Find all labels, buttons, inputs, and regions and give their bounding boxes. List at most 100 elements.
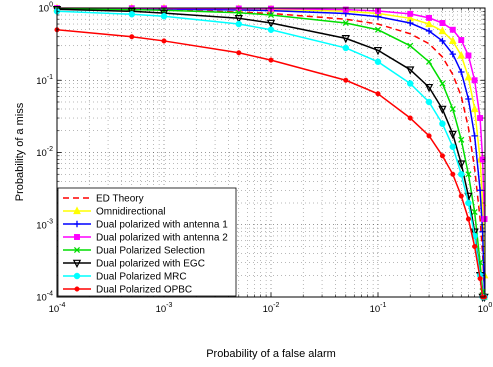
- data-point-dual-polarized-opbc: [407, 115, 413, 121]
- legend-marker-dual-polarized-opbc: [74, 286, 80, 292]
- data-point-omnidirectional: [425, 19, 433, 28]
- data-point-dual-polarized-opbc: [426, 133, 432, 139]
- legend-marker-dual-polarized-with-egc: [72, 259, 82, 269]
- x-tick-label: 10-4: [49, 302, 66, 315]
- data-point-dual-polarized-mrc: [465, 199, 472, 207]
- data-point-dual-polarized-mrc: [235, 20, 243, 28]
- data-point-dual-polarized-with-egc: [406, 66, 415, 75]
- data-point-dual-polarized-opbc: [450, 171, 456, 177]
- data-point-omnidirectional: [438, 26, 447, 35]
- legend-marker-dual-polarized-with-antenna-1: [73, 220, 81, 228]
- data-point-dual-polarized-with-antenna-2: [439, 20, 446, 26]
- data-point-dual-polarized-opbc: [236, 50, 242, 56]
- data-point-dual-polarized-with-egc: [266, 19, 276, 29]
- data-point-dual-polarized-with-egc: [470, 228, 479, 237]
- x-axis-label: Probability of a false alarm: [206, 348, 336, 360]
- legend-label-dual-polarized-selection: Dual Polarized Selection: [96, 246, 205, 257]
- y-tick-label: 10-3: [36, 218, 53, 231]
- data-point-dual-polarized-selection: [439, 80, 446, 87]
- data-point-omnidirectional: [448, 36, 457, 45]
- y-tick-label: 10-2: [36, 146, 53, 159]
- data-point-dual-polarized-opbc: [472, 243, 478, 250]
- data-point-omnidirectional: [470, 104, 479, 113]
- legend-label-dual-polarized-opbc: Dual Polarized OPBC: [96, 285, 192, 296]
- data-point-dual-polarized-selection: [235, 9, 242, 16]
- data-point-dual-polarized-mrc: [449, 143, 457, 151]
- legend: ED Theory Omnidirectional Dual polarized w…: [57, 187, 237, 297]
- data-point-dual-polarized-opbc: [129, 34, 135, 40]
- data-point-dual-polarized-with-antenna-1: [425, 27, 433, 35]
- data-point-dual-polarized-with-antenna-1: [471, 132, 478, 140]
- data-point-dual-polarized-with-egc: [341, 35, 350, 44]
- legend-marker-dual-polarized-selection: [73, 246, 81, 254]
- legend-label-dual-polarized-with-antenna-2: Dual polarized with antenna 2: [96, 233, 228, 244]
- data-point-dual-polarized-mrc: [425, 98, 433, 106]
- legend-item-ed-theory: ED Theory: [63, 194, 144, 205]
- legend-item-dual-polarized-opbc: Dual Polarized OPBC: [63, 285, 192, 296]
- data-point-dual-polarized-selection: [465, 171, 472, 178]
- data-point-dual-polarized-with-antenna-1: [439, 37, 446, 45]
- data-point-dual-polarized-selection: [425, 58, 433, 65]
- data-point-dual-polarized-with-egc: [373, 46, 383, 56]
- legend-item-dual-polarized-with-antenna-2: Dual polarized with antenna 2: [63, 233, 228, 244]
- data-point-dual-polarized-with-antenna-1: [374, 13, 382, 20]
- legend-item-dual-polarized-with-antenna-1: Dual polarized with antenna 1: [63, 220, 228, 231]
- data-point-dual-polarized-with-antenna-2: [471, 77, 478, 84]
- data-point-dual-polarized-opbc: [268, 57, 274, 63]
- x-tick-label: 100: [478, 302, 493, 315]
- legend-label-dual-polarized-with-egc: Dual polarized with EGC: [96, 259, 205, 270]
- data-point-dual-polarized-opbc: [375, 91, 381, 97]
- data-point-dual-polarized-opbc: [458, 193, 464, 199]
- data-point-dual-polarized-with-antenna-2: [426, 14, 433, 21]
- data-point-dual-polarized-with-egc: [448, 130, 457, 140]
- data-point-dual-polarized-mrc: [458, 170, 465, 178]
- data-point-dual-polarized-selection: [374, 26, 382, 33]
- data-point-dual-polarized-mrc: [160, 12, 168, 20]
- data-point-dual-polarized-with-antenna-2: [458, 37, 465, 44]
- y-tick-label: 10-4: [36, 291, 53, 304]
- data-point-dual-polarized-selection: [471, 208, 478, 216]
- legend-item-omnidirectional: Omnidirectional: [63, 206, 165, 218]
- legend-marker-dual-polarized-with-antenna-2: [74, 234, 80, 240]
- legend-box: [57, 187, 237, 297]
- legend-label-ed-theory: ED Theory: [96, 194, 144, 205]
- data-point-dual-polarized-with-antenna-2: [477, 115, 484, 121]
- data-point-dual-polarized-with-antenna-2: [465, 52, 472, 59]
- data-point-dual-polarized-opbc: [439, 153, 445, 159]
- legend-item-dual-polarized-with-egc: Dual polarized with EGC: [63, 259, 205, 270]
- data-point-dual-polarized-with-antenna-1: [449, 50, 456, 58]
- data-point-dual-polarized-mrc: [128, 10, 136, 18]
- legend-marker-omnidirectional: [73, 206, 81, 215]
- y-tick-label: 10-1: [36, 74, 53, 87]
- y-axis-label: Probability of a miss: [14, 102, 26, 201]
- data-point-omnidirectional: [457, 50, 466, 59]
- data-point-dual-polarized-opbc: [465, 216, 471, 222]
- data-point-dual-polarized-with-antenna-2: [407, 10, 414, 17]
- data-point-dual-polarized-with-egc: [234, 15, 243, 24]
- x-tick-label: 10-3: [156, 302, 173, 315]
- data-point-dual-polarized-with-antenna-2: [449, 26, 456, 33]
- data-point-dual-polarized-with-egc: [424, 83, 434, 93]
- y-tick-label: 100: [39, 2, 54, 15]
- data-point-dual-polarized-mrc: [267, 26, 275, 33]
- data-point-dual-polarized-mrc: [439, 120, 446, 127]
- data-point-dual-polarized-opbc: [343, 77, 349, 83]
- data-point-dual-polarized-with-antenna-1: [407, 19, 414, 27]
- tick-labels: 10-4 10-3 10-2 10-1 100 10-4 10-3 10-2 10-1 100: [36, 2, 492, 316]
- data-point-dual-polarized-selection: [267, 11, 275, 19]
- legend-label-omnidirectional: Omnidirectional: [96, 207, 165, 218]
- x-tick-label: 10-1: [370, 302, 387, 315]
- legend-item-dual-polarized-mrc: Dual Polarized MRC: [63, 272, 187, 283]
- data-point-dual-polarized-with-egc: [438, 105, 447, 115]
- data-point-dual-polarized-selection: [407, 42, 414, 49]
- data-point-dual-polarized-with-antenna-1: [476, 187, 484, 194]
- legend-label-dual-polarized-with-antenna-1: Dual polarized with antenna 1: [96, 220, 228, 231]
- data-point-dual-polarized-selection: [449, 105, 456, 113]
- data-point-dual-polarized-opbc: [477, 276, 483, 282]
- data-point-dual-polarized-opbc: [161, 38, 167, 44]
- data-point-omnidirectional: [464, 72, 473, 81]
- data-point-dual-polarized-selection: [458, 136, 465, 143]
- data-point-dual-polarized-mrc: [406, 80, 414, 87]
- data-point-dual-polarized-mrc: [374, 58, 382, 66]
